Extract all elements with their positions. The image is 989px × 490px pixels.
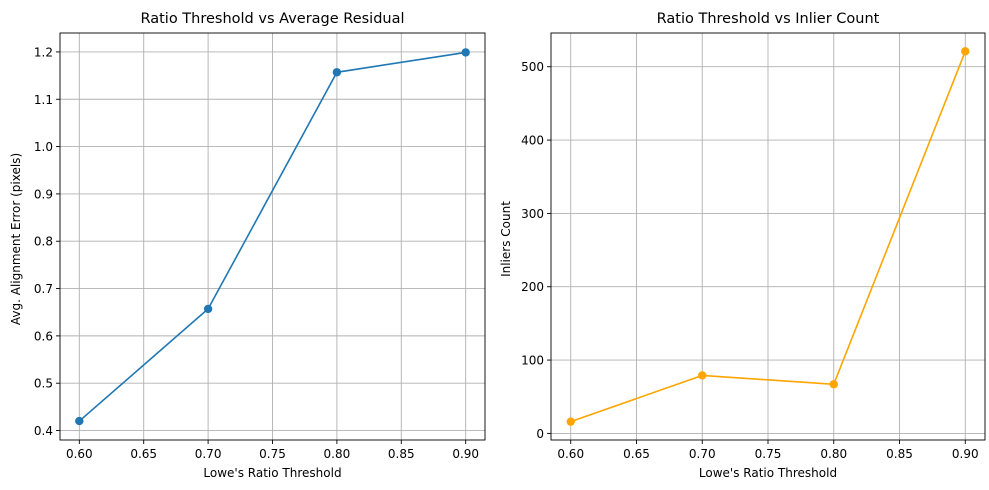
chart-right-series bbox=[566, 47, 970, 426]
chart-left-axes-frame bbox=[59, 32, 486, 441]
chart-left-xlabel: Lowe's Ratio Threshold bbox=[203, 466, 341, 480]
y-tick-label: 0 bbox=[536, 427, 544, 441]
y-tick-label: 300 bbox=[521, 207, 544, 221]
y-tick-label: 200 bbox=[521, 280, 544, 294]
x-tick-label: 0.90 bbox=[452, 447, 479, 461]
y-tick-label: 400 bbox=[521, 134, 544, 148]
x-tick-label: 0.90 bbox=[952, 447, 979, 461]
chart-right: Ratio Threshold vs Inlier Count 0.60 0.65… bbox=[499, 11, 986, 480]
series-line bbox=[570, 51, 967, 423]
x-tick-label: 0.80 bbox=[324, 447, 351, 461]
data-point bbox=[566, 417, 575, 426]
y-tick-label: 0.5 bbox=[34, 377, 53, 391]
x-tick-label: 0.80 bbox=[820, 447, 847, 461]
chart-left-title: Ratio Threshold vs Average Residual bbox=[140, 11, 404, 27]
chart-right-grid bbox=[551, 33, 985, 440]
chart-left-ylabel: Avg. Alignment Error (pixels) bbox=[9, 153, 23, 325]
x-tick-label: 0.85 bbox=[886, 447, 913, 461]
x-tick-label: 0.65 bbox=[623, 447, 650, 461]
data-point bbox=[961, 47, 970, 56]
chart-right-ylabel: Inliers Count bbox=[499, 201, 513, 277]
x-tick-label: 0.70 bbox=[689, 447, 716, 461]
x-tick-label: 0.75 bbox=[259, 447, 286, 461]
y-tick-label: 0.8 bbox=[34, 235, 53, 249]
x-tick-label: 0.60 bbox=[66, 447, 93, 461]
data-point bbox=[75, 416, 84, 426]
data-point bbox=[698, 371, 707, 380]
y-tick-label: 0.9 bbox=[34, 187, 53, 201]
chart-left-ticks: 0.60 0.65 0.70 0.75 0.80 0.85 0.90 0.4 0.5 0.6 0.7… bbox=[34, 45, 479, 461]
y-tick-label: 1.0 bbox=[34, 140, 53, 154]
y-tick-label: 0.7 bbox=[34, 282, 53, 296]
chart-left: Ratio Threshold vs Average Residual 0.60… bbox=[9, 11, 486, 480]
chart-left-series bbox=[75, 48, 470, 426]
y-tick-label: 0.6 bbox=[34, 329, 53, 343]
chart-right-ticks: 0.60 0.65 0.70 0.75 0.80 0.85 0.90 0 100 200 300 40… bbox=[521, 60, 979, 461]
chart-left-grid bbox=[60, 33, 485, 440]
data-point bbox=[332, 68, 342, 77]
y-tick-label: 1.2 bbox=[34, 45, 53, 59]
data-point bbox=[461, 48, 470, 57]
x-tick-label: 0.65 bbox=[130, 447, 157, 461]
x-tick-label: 0.85 bbox=[388, 447, 415, 461]
x-tick-label: 0.60 bbox=[557, 447, 584, 461]
chart-right-axes-frame bbox=[550, 32, 986, 441]
y-tick-label: 100 bbox=[521, 354, 544, 368]
chart-right-xlabel: Lowe's Ratio Threshold bbox=[699, 466, 837, 480]
chart-right-title: Ratio Threshold vs Inlier Count bbox=[657, 11, 880, 27]
x-tick-label: 0.70 bbox=[195, 447, 222, 461]
y-tick-label: 1.1 bbox=[34, 93, 53, 107]
data-point bbox=[829, 380, 838, 389]
y-tick-label: 0.4 bbox=[34, 424, 53, 438]
y-tick-label: 500 bbox=[521, 60, 544, 74]
x-tick-label: 0.75 bbox=[755, 447, 782, 461]
data-point bbox=[203, 304, 213, 314]
series-line bbox=[78, 51, 466, 422]
